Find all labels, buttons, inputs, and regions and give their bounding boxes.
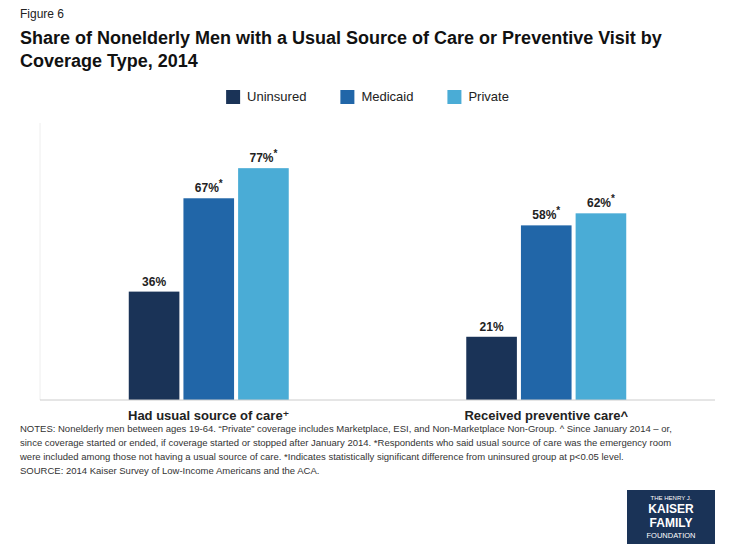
bar [466, 337, 517, 400]
logo-text: THE HENRY J. [651, 495, 692, 501]
data-label: 21% [480, 320, 504, 334]
logo-box [627, 490, 715, 544]
legend-swatch [447, 90, 461, 104]
data-label-star: * [273, 148, 277, 159]
legend-item: Private [447, 89, 508, 104]
chart: Figure 6 Share of Nonelderly Men with a U… [0, 0, 735, 551]
bar [238, 168, 289, 400]
data-label-main: 67% [195, 181, 219, 195]
bar [129, 292, 180, 400]
bars [129, 168, 626, 400]
legend: Uninsured Medicaid Private [226, 89, 509, 104]
data-label: 58%* [532, 205, 560, 222]
bar [183, 198, 234, 400]
value-range-line [40, 123, 41, 400]
x-tick-label: Had usual source of care⁺ [128, 408, 289, 423]
data-labels: 36%67%*77%*21%58%*62%* [142, 148, 615, 334]
bar [521, 225, 572, 400]
legend-swatch [226, 90, 240, 104]
note: NOTES: Nonelderly men between ages 19-64… [20, 423, 672, 434]
legend-label: Medicaid [361, 89, 413, 104]
logo: THE HENRY J.KAISERFAMILYFOUNDATION [627, 490, 715, 544]
bar [576, 213, 627, 400]
data-label-main: 58% [532, 208, 556, 222]
baseline [40, 400, 715, 401]
data-label: 62%* [587, 193, 615, 210]
logo-text: FOUNDATION [646, 531, 695, 540]
data-label-star: * [219, 178, 223, 189]
note: since coverage started or ended, if cove… [20, 437, 671, 448]
title-line: Coverage Type, 2014 [20, 51, 198, 71]
legend-label: Private [468, 89, 508, 104]
data-label: 36% [142, 275, 166, 289]
note: SOURCE: 2014 Kaiser Survey of Low-Income… [20, 465, 319, 476]
legend-item: Medicaid [340, 89, 413, 104]
logo-text: KAISER [648, 502, 694, 516]
data-label-star: * [611, 193, 615, 204]
figure-label: Figure 6 [20, 7, 64, 21]
data-label-main: 62% [587, 196, 611, 210]
logo-text: FAMILY [650, 516, 693, 530]
title: Share of Nonelderly Men with a Usual Sou… [20, 28, 662, 71]
data-label: 67%* [195, 178, 223, 195]
data-label: 77%* [249, 148, 277, 165]
x-tick-label: Received preventive care^ [464, 408, 628, 423]
legend-swatch [340, 90, 354, 104]
legend-label: Uninsured [247, 89, 306, 104]
data-label-main: 77% [249, 151, 273, 165]
data-label-star: * [556, 205, 560, 216]
title-line: Share of Nonelderly Men with a Usual Sou… [20, 28, 662, 48]
legend-item: Uninsured [226, 89, 306, 104]
note: were included among those not having a u… [19, 451, 624, 462]
